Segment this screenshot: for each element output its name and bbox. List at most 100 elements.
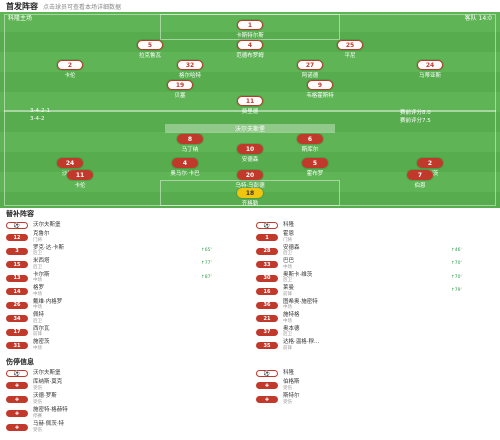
sub-player-name: 施密茨: [33, 339, 50, 345]
sub-player-name: 佩特: [33, 312, 45, 318]
jersey-number: 28: [256, 247, 278, 255]
away-player[interactable]: 11 费里德: [220, 96, 280, 115]
home-sub-row[interactable]: 26 戴维·内格罗 中场: [6, 298, 63, 311]
home-sub-row[interactable]: 13 卡尔斯 中场: [6, 272, 50, 284]
sub-player-position: 中场: [283, 318, 292, 324]
home-player[interactable]: 6 斯库尔: [280, 134, 340, 153]
away-player[interactable]: 32 格尔哈特: [160, 60, 220, 79]
player-name: 斯库尔: [301, 147, 319, 153]
jersey-number: 7: [407, 170, 433, 180]
sub-event-icon: ↑77': [201, 261, 212, 266]
home-sub-row[interactable]: 31 施密茨 中场: [6, 339, 50, 351]
home-player[interactable]: 5 霍布罗: [285, 158, 345, 177]
away-sub-row[interactable]: 33 巴巴 中场: [256, 258, 294, 270]
home-player[interactable]: 7 伯恩: [390, 170, 450, 189]
sub-player-name: 奥斯卡·维茨: [283, 271, 313, 278]
home-injury-row[interactable]: ✚ 沃德·罗斯 受伤: [6, 393, 57, 405]
jersey-number: 12: [6, 234, 28, 241]
away-player[interactable]: 4 范德布罗姆: [220, 40, 280, 59]
home-player[interactable]: 10 安德森: [220, 144, 280, 163]
sub-player-position: 中场: [33, 291, 42, 297]
away-sub-row[interactable]: 37 奥本德 后卫: [256, 326, 300, 338]
jersey-number: 2: [417, 158, 443, 168]
jersey-number: 1: [256, 234, 278, 241]
jersey-number: 3: [6, 247, 28, 255]
home-team-logo: ⚽: [6, 222, 28, 229]
player-name: 卡斯特尔斯: [236, 33, 264, 39]
pitch-stripe: [0, 192, 500, 208]
home-injury-row[interactable]: ✚ 施密特·格赫特 停赛: [6, 407, 68, 419]
home-player[interactable]: 20 乌特·乌彭德: [220, 170, 280, 189]
player-name: 马丁纳: [181, 147, 199, 153]
home-injury-row[interactable]: ✚ 库纳斯·莫克 受伤: [6, 379, 62, 391]
formation-left-1: 3-4-2-1: [30, 108, 50, 114]
sub-player-position: 后卫: [283, 251, 292, 256]
away-player[interactable]: 1 卡斯特尔斯: [220, 20, 280, 39]
away-sub-row[interactable]: 36 图希奥·施密特 中场: [256, 299, 318, 311]
away-sub-row[interactable]: 28 安德森 后卫: [256, 245, 300, 257]
sub-player-position: 前锋: [283, 345, 292, 351]
jersey-number: 11: [237, 96, 263, 106]
injured-player-name: 马赫·佩茨·特: [33, 421, 64, 427]
away-player[interactable]: 25 平尼: [320, 40, 380, 59]
away-player[interactable]: 19 贝塞: [150, 80, 210, 99]
sub-player-position: 后卫: [283, 278, 292, 283]
away-injury-row[interactable]: ✚ 伯格斯 受伤: [256, 379, 300, 391]
rating-right-2: 赛前评分7.5: [400, 118, 431, 124]
player-name: 费里德: [241, 109, 259, 115]
player-name: 格尔哈特: [178, 73, 201, 79]
away-sub-row[interactable]: 16 莱曼 前锋: [256, 285, 294, 297]
sub-event-icon: ↑79': [451, 288, 462, 293]
away-injury-row[interactable]: ✚ 斯特尔 受伤: [256, 393, 300, 405]
home-player[interactable]: 11 卡伦: [50, 170, 110, 189]
home-player[interactable]: 4 奥马尔·卡巴: [155, 158, 215, 177]
home-player[interactable]: 8 马丁纳: [160, 134, 220, 153]
sub-player-name: 戴维·内格罗: [33, 298, 63, 305]
jersey-number: 2: [57, 60, 83, 70]
jersey-number: 17: [6, 328, 28, 336]
pitch-boundary: [4, 14, 496, 206]
sub-player-position: 后卫: [33, 264, 42, 270]
home-player[interactable]: 18 齐格勒: [220, 188, 280, 207]
away-sub-row[interactable]: 21 施特格 中场: [256, 312, 300, 324]
injury-home-team: ⚽ 沃尔夫斯堡: [6, 368, 61, 379]
injury-reason: 受伤: [33, 385, 42, 391]
sub-player-position: 中场: [33, 345, 42, 351]
home-sub-row[interactable]: 12 克鲁尔 门将: [6, 231, 50, 243]
player-name: 伯恩: [414, 183, 426, 189]
away-player[interactable]: 24 马蒂亚斯: [400, 60, 460, 79]
jersey-number: 6: [297, 134, 323, 144]
home-sub-row[interactable]: 14 格罗 中场: [6, 285, 44, 297]
injury-icon: ✚: [256, 382, 278, 389]
away-player[interactable]: 9 韦格霍斯特: [290, 80, 350, 99]
away-sub-row[interactable]: 30 奥斯卡·维茨 后卫: [256, 271, 313, 284]
player-name: 贝塞: [174, 93, 186, 99]
home-sub-row[interactable]: 17 西尔瓦 前锋: [6, 326, 50, 338]
away-sub-row[interactable]: 35 达格·温格·穆... 前锋: [256, 339, 319, 351]
injury-away-team: ⚽ 科隆: [256, 368, 294, 379]
player-name: 奥马尔·卡巴: [170, 171, 200, 177]
jersey-number: 18: [237, 188, 263, 198]
pitch-stripe: [0, 152, 500, 172]
sub-event-icon: ↑46': [451, 247, 462, 253]
sub-event-icon: ↑65': [201, 247, 212, 253]
away-player[interactable]: 2 卡伦: [40, 60, 100, 79]
pitch-center-banner: 沃尔夫斯堡: [165, 124, 335, 133]
jersey-number: 19: [167, 80, 193, 90]
home-sub-row[interactable]: 3 罗克·达·卡斯 后卫: [6, 245, 64, 257]
home-sub-row[interactable]: 34 佩特 后卫: [6, 312, 45, 324]
sub-player-name: 霍恩: [283, 231, 295, 237]
player-name: 齐格勒: [241, 201, 259, 207]
home-sub-row[interactable]: 15 米西塔 后卫: [6, 258, 50, 270]
player-name: 阿诺德: [301, 73, 319, 79]
jersey-number: 10: [237, 144, 263, 154]
away-player[interactable]: 5 拉克鲁瓦: [120, 40, 180, 59]
away-sub-row[interactable]: 1 霍恩 门将: [256, 231, 295, 243]
sub-player-position: 门将: [33, 237, 42, 243]
jersey-number: 32: [177, 60, 203, 70]
subs-section-title: 替补阵容: [0, 208, 500, 219]
sub-player-name: 施特格: [283, 312, 300, 318]
away-player[interactable]: 27 阿诺德: [280, 60, 340, 79]
sub-player-position: 中场: [283, 264, 292, 270]
home-injury-row[interactable]: ✚ 马赫·佩茨·特 受伤: [6, 421, 64, 433]
